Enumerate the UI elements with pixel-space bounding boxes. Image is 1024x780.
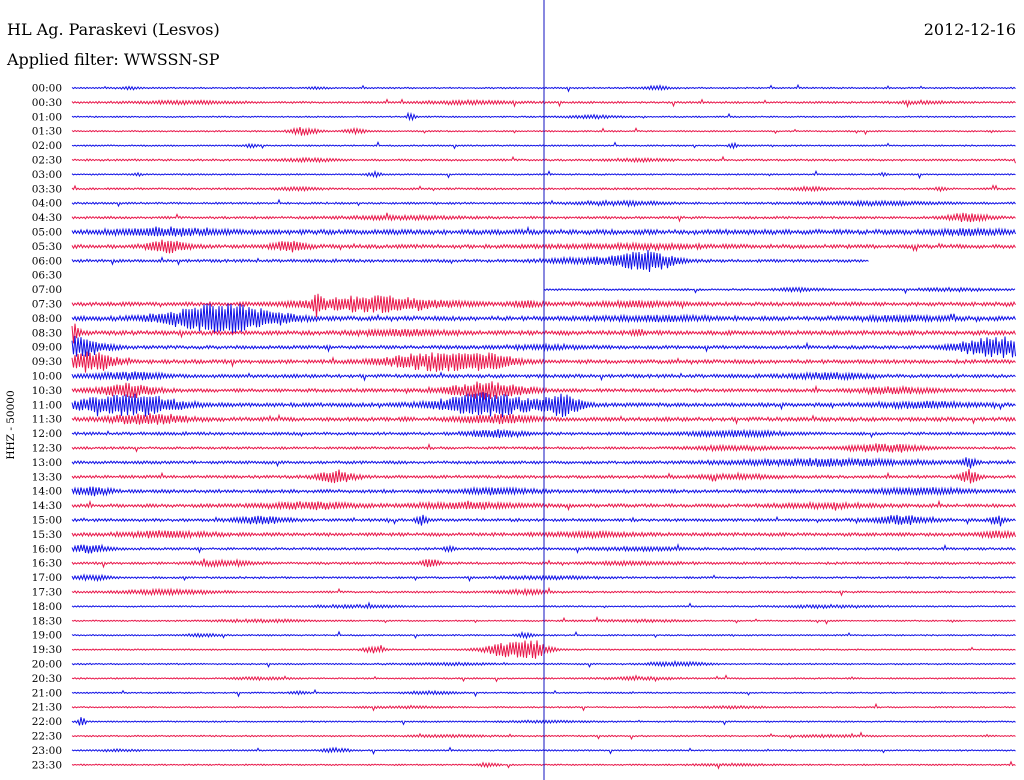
hour-tick-label: 05:30 bbox=[32, 241, 62, 253]
station-title: HL Ag. Paraskevi (Lesvos) bbox=[7, 20, 220, 39]
filter-label: Applied filter: WWSSN-SP bbox=[6, 50, 220, 69]
hour-tick-label: 07:30 bbox=[32, 299, 62, 311]
y-axis-label: HHZ - 50000 bbox=[5, 390, 17, 459]
hour-tick-label: 10:00 bbox=[32, 371, 62, 383]
hour-tick-label: 11:00 bbox=[32, 399, 62, 411]
hour-tick-label: 19:30 bbox=[32, 644, 62, 656]
hour-tick-label: 23:30 bbox=[32, 759, 62, 771]
hour-tick-label: 01:00 bbox=[32, 111, 62, 123]
hour-tick-label: 15:00 bbox=[32, 515, 62, 527]
hour-tick-label: 03:00 bbox=[32, 169, 62, 181]
hour-tick-label: 20:30 bbox=[32, 673, 62, 685]
hour-tick-label: 17:00 bbox=[32, 572, 62, 584]
hour-tick-label: 20:00 bbox=[32, 659, 62, 671]
hour-tick-label: 21:00 bbox=[32, 687, 62, 699]
trace-0600 bbox=[71, 249, 869, 273]
hour-tick-label: 07:00 bbox=[32, 284, 62, 296]
hour-tick-labels: 00:00 00:30 01:00 01:30 02:00 02:30 03:00 03:30… bbox=[32, 83, 62, 772]
hour-tick-label: 02:30 bbox=[32, 155, 62, 167]
hour-tick-label: 22:00 bbox=[32, 716, 62, 728]
hour-tick-label: 22:30 bbox=[32, 731, 62, 743]
hour-tick-label: 12:30 bbox=[32, 443, 62, 455]
hour-tick-label: 15:30 bbox=[32, 529, 62, 541]
hour-tick-label: 03:30 bbox=[32, 183, 62, 195]
hour-tick-label: 11:30 bbox=[32, 414, 62, 426]
hour-tick-label: 12:00 bbox=[32, 428, 62, 440]
hour-tick-label: 18:30 bbox=[32, 615, 62, 627]
hour-tick-label: 13:30 bbox=[32, 471, 62, 483]
hour-tick-label: 00:30 bbox=[32, 97, 62, 109]
hour-tick-label: 08:00 bbox=[32, 313, 62, 325]
hour-tick-label: 21:30 bbox=[32, 702, 62, 714]
hour-tick-label: 06:00 bbox=[32, 255, 62, 267]
hour-tick-label: 09:00 bbox=[32, 342, 62, 354]
hour-tick-label: 14:30 bbox=[32, 500, 62, 512]
hour-tick-label: 13:00 bbox=[32, 457, 62, 469]
hour-tick-label: 01:30 bbox=[32, 126, 62, 138]
hour-tick-label: 05:00 bbox=[32, 227, 62, 239]
hour-tick-label: 08:30 bbox=[32, 327, 62, 339]
hour-tick-label: 06:30 bbox=[32, 270, 62, 282]
hour-tick-label: 23:00 bbox=[32, 745, 62, 757]
hour-tick-label: 10:30 bbox=[32, 385, 62, 397]
hour-tick-label: 09:30 bbox=[32, 356, 62, 368]
hour-tick-label: 16:00 bbox=[32, 543, 62, 555]
hour-tick-label: 16:30 bbox=[32, 558, 62, 570]
hour-tick-label: 14:00 bbox=[32, 486, 62, 498]
hour-tick-label: 00:00 bbox=[32, 83, 62, 95]
hour-tick-label: 18:00 bbox=[32, 601, 62, 613]
hour-tick-label: 17:30 bbox=[32, 587, 62, 599]
hour-tick-label: 04:00 bbox=[32, 198, 62, 210]
hour-tick-label: 02:00 bbox=[32, 140, 62, 152]
date-label: 2012-12-16 bbox=[924, 20, 1016, 39]
hour-tick-label: 04:30 bbox=[32, 212, 62, 224]
hour-tick-label: 19:00 bbox=[32, 630, 62, 642]
trace-0700 bbox=[543, 286, 1016, 295]
